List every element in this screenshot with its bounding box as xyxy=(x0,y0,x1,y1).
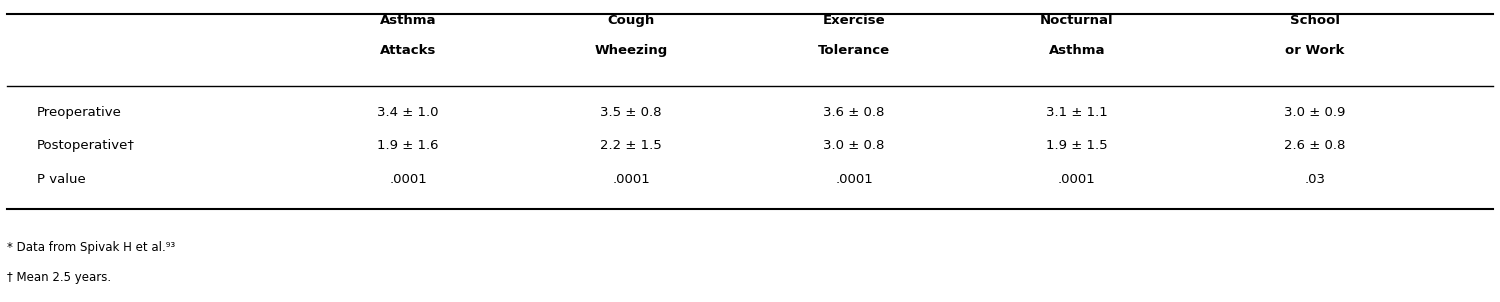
Text: 3.1 ± 1.1: 3.1 ± 1.1 xyxy=(1046,106,1108,119)
Text: 1.9 ± 1.5: 1.9 ± 1.5 xyxy=(1046,139,1108,152)
Text: .0001: .0001 xyxy=(1058,173,1096,186)
Text: 3.5 ± 0.8: 3.5 ± 0.8 xyxy=(600,106,662,119)
Text: .0001: .0001 xyxy=(612,173,650,186)
Text: or Work: or Work xyxy=(1286,43,1344,56)
Text: Wheezing: Wheezing xyxy=(594,43,668,56)
Text: * Data from Spivak H et al.⁹³: * Data from Spivak H et al.⁹³ xyxy=(8,241,176,254)
Text: Asthma: Asthma xyxy=(380,14,436,27)
Text: Cough: Cough xyxy=(608,14,654,27)
Text: 3.0 ± 0.8: 3.0 ± 0.8 xyxy=(824,139,885,152)
Text: .03: .03 xyxy=(1304,173,1324,186)
Text: P value: P value xyxy=(36,173,86,186)
Text: 2.2 ± 1.5: 2.2 ± 1.5 xyxy=(600,139,662,152)
Text: .0001: .0001 xyxy=(836,173,873,186)
Text: Nocturnal: Nocturnal xyxy=(1040,14,1114,27)
Text: Tolerance: Tolerance xyxy=(818,43,890,56)
Text: Postoperative†: Postoperative† xyxy=(36,139,135,152)
Text: 3.0 ± 0.9: 3.0 ± 0.9 xyxy=(1284,106,1346,119)
Text: School: School xyxy=(1290,14,1340,27)
Text: 3.6 ± 0.8: 3.6 ± 0.8 xyxy=(824,106,885,119)
Text: Exercise: Exercise xyxy=(822,14,885,27)
Text: Preoperative: Preoperative xyxy=(36,106,122,119)
Text: † Mean 2.5 years.: † Mean 2.5 years. xyxy=(8,271,111,284)
Text: .0001: .0001 xyxy=(390,173,427,186)
Text: 1.9 ± 1.6: 1.9 ± 1.6 xyxy=(378,139,440,152)
Text: 2.6 ± 0.8: 2.6 ± 0.8 xyxy=(1284,139,1346,152)
Text: Asthma: Asthma xyxy=(1048,43,1106,56)
Text: Attacks: Attacks xyxy=(380,43,436,56)
Text: 3.4 ± 1.0: 3.4 ± 1.0 xyxy=(378,106,440,119)
